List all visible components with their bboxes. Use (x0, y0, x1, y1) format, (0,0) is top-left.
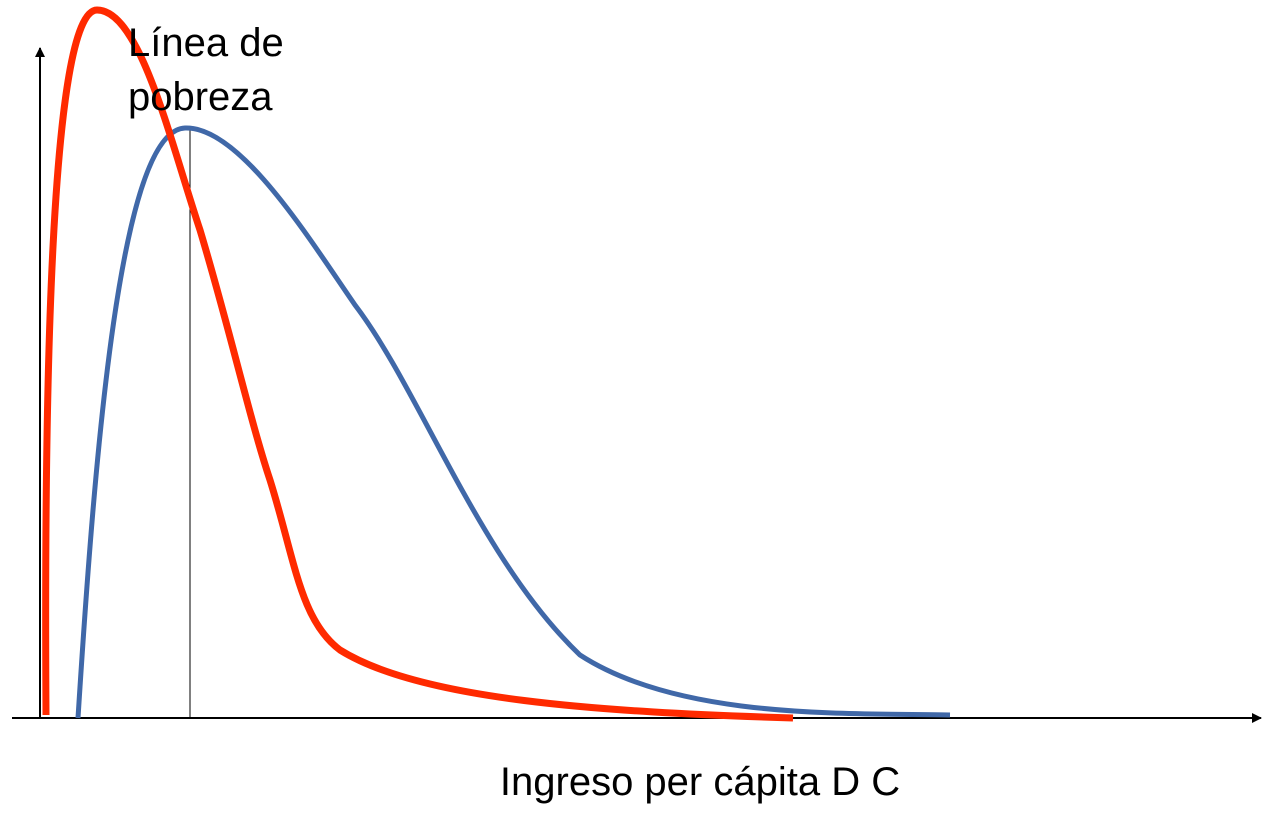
red-curve (42, 6, 794, 722)
poverty-line-label: pobreza (128, 75, 273, 119)
x-axis-label: Ingreso per cápita D C (500, 760, 900, 804)
poverty-line-label: Línea de (128, 21, 284, 65)
blue-curve (75, 125, 951, 719)
